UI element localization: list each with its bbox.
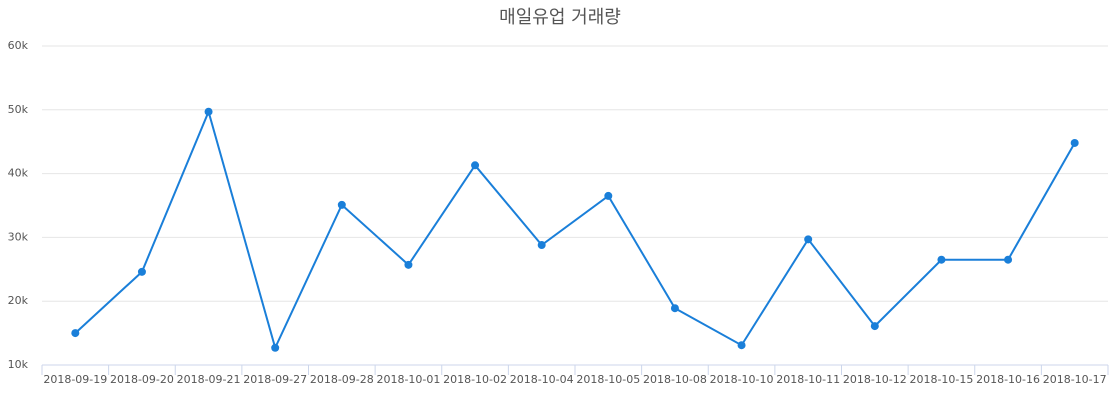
chart-title: 매일유업 거래량 — [499, 7, 621, 28]
y-tick-label: 50k — [8, 103, 29, 116]
x-tick-label: 2018-10-01 — [376, 373, 440, 386]
y-tick-label: 10k — [8, 358, 29, 371]
x-tick-label: 2018-10-04 — [510, 373, 574, 386]
data-point — [471, 161, 480, 170]
data-point — [804, 235, 813, 244]
x-tick-label: 2018-10-17 — [1043, 373, 1107, 386]
x-tick-label: 2018-10-02 — [443, 373, 507, 386]
data-point — [1004, 255, 1013, 264]
x-tick-label: 2018-10-12 — [843, 373, 907, 386]
data-point — [1070, 138, 1079, 147]
data-point — [737, 341, 746, 350]
x-tick-label: 2018-09-21 — [177, 373, 241, 386]
data-point — [604, 191, 613, 200]
x-tick-label: 2018-10-16 — [976, 373, 1040, 386]
x-tick-label: 2018-10-05 — [576, 373, 640, 386]
y-tick-label: 20k — [8, 294, 29, 307]
data-point — [271, 343, 280, 352]
x-tick-label: 2018-09-27 — [243, 373, 307, 386]
y-tick-label: 40k — [8, 167, 29, 180]
x-tick-label: 2018-10-15 — [909, 373, 973, 386]
data-point — [204, 107, 213, 116]
data-point — [537, 241, 546, 250]
data-point — [870, 322, 879, 331]
x-tick-label: 2018-10-11 — [776, 373, 840, 386]
x-tick-label: 2018-10-08 — [643, 373, 707, 386]
y-tick-label: 30k — [8, 230, 29, 243]
data-point — [137, 267, 146, 276]
x-tick-label: 2018-09-28 — [310, 373, 374, 386]
y-tick-label: 60k — [8, 39, 29, 52]
x-tick-label: 2018-10-10 — [710, 373, 774, 386]
x-tick-label: 2018-09-20 — [110, 373, 174, 386]
data-point — [71, 329, 80, 338]
series-line — [74, 108, 1076, 351]
data-point — [670, 304, 679, 313]
x-tick-label: 2018-09-19 — [43, 373, 107, 386]
data-point — [404, 260, 413, 269]
data-point — [937, 255, 946, 264]
data-point — [337, 200, 346, 209]
